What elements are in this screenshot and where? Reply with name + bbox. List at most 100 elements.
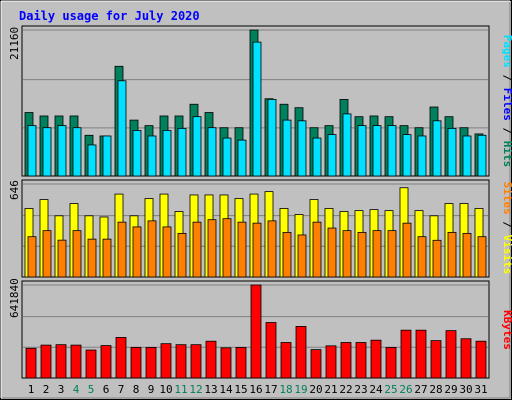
kbytes-bar [100,345,112,379]
x-tick-label: 19 [294,383,307,396]
kbytes-bar [325,345,337,379]
kbytes-bar [190,344,202,379]
sites-bar [372,230,382,278]
files-bar [462,135,472,177]
x-tick-label: 26 [399,383,412,396]
sites-bar [267,220,277,278]
files-bar [267,99,277,177]
kbytes-bar [460,338,472,379]
files-bar [387,125,397,177]
sites-bar [207,219,217,278]
kbytes-bar [235,347,247,379]
kbytes-bar [280,342,292,379]
x-tick-label: 4 [73,383,80,396]
legend-label: Sites / Visits [501,182,512,275]
files-bar [372,125,382,177]
kbytes-bar [160,343,172,379]
files-bar [237,139,247,177]
x-tick-label: 28 [429,383,442,396]
sites-bar [282,231,292,278]
sites-bar [57,239,67,278]
files-bar [57,125,67,177]
kbytes-bar [340,342,352,379]
legend-series-name: Sites [501,182,512,215]
x-tick-label: 7 [118,383,125,396]
kbytes-bar [250,284,262,379]
legend-series-name: Files [501,88,512,121]
sites-bar [87,238,97,278]
files-bar [447,127,457,177]
x-tick-label: 14 [219,383,233,396]
x-tick-label: 5 [88,383,95,396]
sites-bar [42,230,52,278]
sites-bar [162,226,172,278]
legend-label: KBytes [501,310,512,350]
x-tick-label: 30 [459,383,472,396]
legend-series-name: Visits [501,235,512,275]
sites-bar [387,230,397,278]
files-bar [102,135,112,177]
x-tick-label: 12 [189,383,202,396]
x-tick-label: 6 [103,383,110,396]
sites-bar [222,218,232,278]
kbytes-bar [310,349,322,379]
files-bar [282,119,292,177]
files-bar [132,130,142,177]
kbytes-bar [175,344,187,379]
sites-bar [252,222,262,278]
hits-ymax-label: 21160 [8,27,21,60]
files-bar [342,113,352,177]
sites-bar [342,230,352,278]
x-tick-label: 2 [43,383,50,396]
kbytes-bar [55,344,67,379]
sites-bar [447,231,457,278]
sites-bar [237,221,247,278]
visits-ymax-label: 646 [8,180,21,200]
files-bar [177,127,187,177]
legend-label: Pages / Files / Hits [501,35,512,168]
x-tick-label: 18 [279,383,292,396]
x-tick-label: 23 [354,383,367,396]
kbytes-bar [355,342,367,379]
x-tick-label: 16 [249,383,262,396]
x-tick-label: 21 [324,383,337,396]
kbytes-bar [115,337,127,379]
legend-series-name: Hits [501,141,512,168]
kbytes-bar [205,340,217,379]
kbytes-bar [415,329,427,379]
x-tick-label: 9 [148,383,155,396]
sites-bar [312,221,322,278]
files-bar [327,134,337,177]
sites-bar [297,234,307,278]
x-tick-label: 25 [384,383,397,396]
sites-bar [132,226,142,278]
sites-bar [27,236,37,278]
sites-bar [327,227,337,278]
sites-bar [72,230,82,278]
legend-series-name: Pages [501,35,512,68]
kbytes-bar [430,340,442,379]
files-bar [27,125,37,177]
kbytes-bar [400,329,412,379]
x-tick-label: 13 [204,383,217,396]
x-tick-label: 24 [369,383,383,396]
files-bar [312,137,322,177]
kbytes-bar [475,340,487,379]
x-tick-label: 17 [264,383,277,396]
sites-bar [477,236,487,278]
kbytes-bar [40,344,52,379]
sites-bar [147,220,157,278]
files-bar [207,127,217,177]
x-tick-label: 10 [159,383,172,396]
sites-bar [192,221,202,278]
kbytes-bar [85,349,97,379]
x-tick-label: 29 [444,383,457,396]
x-tick-label: 31 [474,383,487,396]
kbytes-bar [25,347,37,379]
chart-title: Daily usage for July 2020 [19,9,200,23]
files-bar [297,120,307,177]
x-tick-label: 15 [234,383,247,396]
files-bar [42,127,52,177]
x-tick-label: 27 [414,383,427,396]
